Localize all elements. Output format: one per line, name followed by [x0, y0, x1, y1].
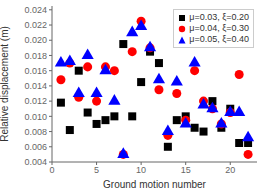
svg-text:0.006: 0.006	[24, 142, 47, 152]
svg-text:15: 15	[181, 165, 191, 175]
svg-text:0.016: 0.016	[24, 66, 47, 76]
svg-text:0.010: 0.010	[24, 112, 47, 122]
svg-text:20: 20	[225, 165, 235, 175]
svg-text:0.018: 0.018	[24, 51, 47, 61]
svg-text:0.004: 0.004	[24, 157, 47, 167]
svg-text:0.014: 0.014	[24, 81, 47, 91]
svg-text:10: 10	[136, 165, 146, 175]
svg-text:0.024: 0.024	[24, 5, 47, 15]
svg-text:0: 0	[49, 165, 54, 175]
html-text:μ=0.04, ξ=0.30: μ=0.04, ξ=0.30	[189, 23, 249, 33]
svg-text:0.020: 0.020	[24, 35, 47, 45]
svg-text:0.008: 0.008	[24, 127, 47, 137]
svg-text:Ground motion number: Ground motion number	[103, 179, 207, 190]
svg-text:0.012: 0.012	[24, 96, 47, 106]
svg-text:0.022: 0.022	[24, 20, 47, 30]
html-text:μ=0.03, ξ=0.20: μ=0.03, ξ=0.20	[189, 12, 249, 22]
svg-text:5: 5	[94, 165, 99, 175]
html-text:μ=0.05, ξ=0.40: μ=0.05, ξ=0.40	[189, 34, 249, 44]
svg-text:Relative displacement (m): Relative displacement (m)	[8, 26, 10, 142]
